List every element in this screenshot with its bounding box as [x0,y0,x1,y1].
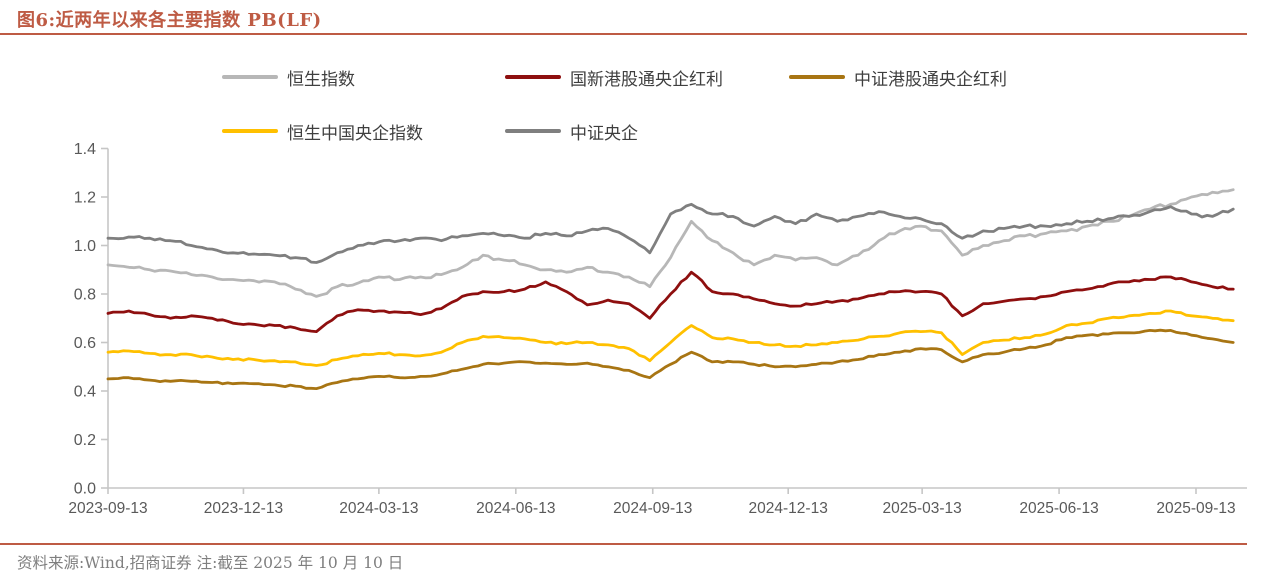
y-tick-label: 0.0 [74,481,96,498]
x-tick-label: 2025-09-13 [1156,500,1235,517]
y-tick-label: 1.4 [74,141,96,158]
title-underline [0,33,1247,35]
legend-item-hang-seng-china-soe-index: 恒生中国央企指数 [222,120,423,144]
legend-label: 国新港股通央企红利 [570,69,723,90]
legend-item-hang-seng-index: 恒生指数 [222,66,355,90]
y-tick-label: 0.6 [74,335,96,352]
x-tick-label: 2024-06-13 [476,500,555,517]
legend-label: 恒生中国央企指数 [287,123,423,144]
x-tick-label: 2024-09-13 [613,500,692,517]
legend-swatch-csi-soe [505,129,561,133]
source-note: 资料来源:Wind,招商证券 注:截至 2025 年 10 月 10 日 [17,554,404,572]
x-axis: 2023-09-13 2023-12-13 2024-03-13 2024-06-13… [68,487,1247,517]
legend-label: 恒生指数 [287,69,355,90]
x-tick-label: 2024-12-13 [749,500,828,517]
legend-item-guoxin-hk-connect-soe-dividend: 国新港股通央企红利 [505,66,723,90]
x-tick-label: 2024-03-13 [339,500,418,517]
y-tick-label: 0.8 [74,287,96,304]
y-tick-label: 0.4 [74,384,96,401]
series-line-3 [106,309,1235,367]
legend-item-csi-soe: 中证央企 [505,120,638,144]
figure-title: 图6:近两年以来各主要指数 PB(LF) [17,10,322,31]
legend-label: 中证港股通央企红利 [854,69,1007,90]
legend-item-csi-hk-connect-soe-dividend: 中证港股通央企红利 [789,66,1007,90]
legend-swatch-hang-seng-index [222,75,278,79]
y-tick-label: 0.2 [74,432,96,449]
legend-swatch-guoxin-hk-connect-soe-dividend [505,75,561,79]
legend-swatch-csi-hk-connect-soe-dividend [789,75,845,79]
series-line-4 [106,202,1235,264]
series-line-2 [106,328,1235,390]
y-axis: 0.0 0.2 0.4 0.6 0.8 1.0 1.2 1.4 [74,141,109,498]
x-tick-label: 2023-09-13 [68,500,147,517]
footer-rule [0,543,1247,545]
series-line-0 [106,188,1235,298]
series-line-1 [106,270,1235,333]
x-tick-label: 2023-12-13 [204,500,283,517]
x-tick-label: 2025-06-13 [1019,500,1098,517]
x-tick-label: 2025-03-13 [882,500,961,517]
legend-swatch-hang-seng-china-soe-index [222,129,278,133]
y-tick-label: 1.2 [74,190,96,207]
legend-label: 中证央企 [570,123,638,144]
y-tick-label: 1.0 [74,238,96,255]
